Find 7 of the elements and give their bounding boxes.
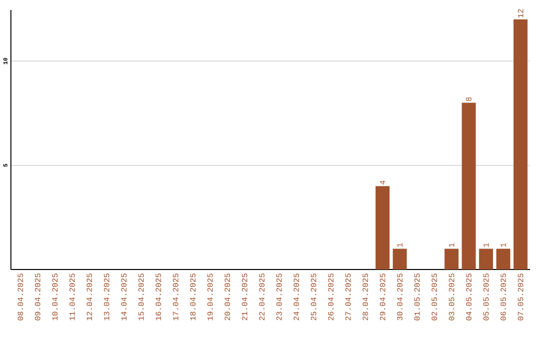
bar — [376, 186, 390, 270]
bar — [444, 248, 459, 270]
bar — [514, 19, 528, 270]
bar — [392, 248, 407, 270]
bar — [496, 248, 510, 270]
bar — [479, 248, 494, 270]
bar — [462, 102, 476, 270]
